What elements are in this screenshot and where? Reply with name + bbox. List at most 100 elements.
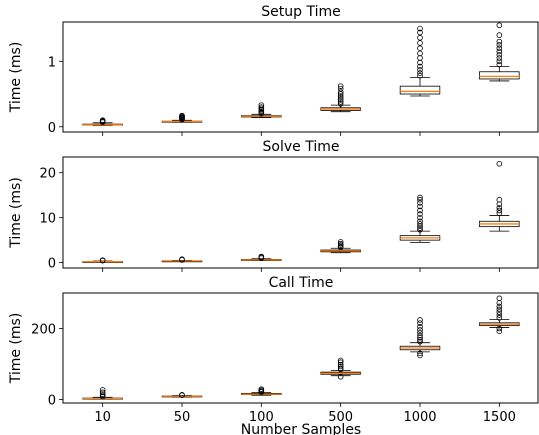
outlier-point <box>417 323 423 330</box>
box-10 <box>82 387 123 400</box>
outlier-point <box>417 327 423 333</box>
outlier-point <box>417 66 423 73</box>
outlier-point <box>179 256 185 263</box>
outlier-point <box>99 391 106 397</box>
outlier-point <box>417 337 423 343</box>
outlier-point <box>99 257 106 263</box>
outlier-point <box>496 201 503 207</box>
outlier-point <box>417 211 423 217</box>
axes-frame <box>62 21 539 133</box>
outlier-point <box>496 300 503 306</box>
outlier-point <box>258 386 265 392</box>
outlier-point <box>337 101 344 107</box>
outlier-point <box>417 200 423 206</box>
outlier-point <box>496 207 503 214</box>
outlier-point <box>496 303 503 310</box>
outlier-point <box>417 72 423 79</box>
outlier-point <box>337 357 344 364</box>
outlier-point <box>417 352 423 359</box>
y-tick-label: 20 <box>39 167 56 182</box>
outlier-point <box>417 214 423 221</box>
outlier-point <box>179 112 185 119</box>
box-1000 <box>399 25 441 97</box>
y-tick-label: 0 <box>48 257 56 272</box>
outlier-point <box>496 38 503 45</box>
outlier-point <box>496 51 503 58</box>
outlier-point <box>337 363 344 370</box>
x-tick-label: 1000 <box>403 410 436 425</box>
outlier-point <box>258 104 265 110</box>
y-tick-label: 0 <box>48 121 56 136</box>
outlier-point <box>496 22 503 29</box>
panel-2: Solve Time Time (ms) 0 10 20 <box>8 139 539 272</box>
outlier-point <box>496 48 503 55</box>
outlier-point <box>417 332 423 339</box>
outlier-point <box>417 194 423 201</box>
outlier-point <box>417 338 423 345</box>
outlier-point <box>417 70 423 76</box>
box-1500 <box>479 295 520 335</box>
outlier-point <box>417 227 423 233</box>
panel-title: Call Time <box>269 275 334 291</box>
outlier-point <box>417 218 423 225</box>
box-500 <box>320 357 361 380</box>
box-100 <box>241 253 282 261</box>
outlier-point <box>337 240 344 247</box>
outlier-point <box>417 203 423 210</box>
outlier-point <box>337 93 344 99</box>
outlier-point <box>417 221 423 227</box>
outlier-point <box>337 89 344 95</box>
y-axis-label: Time (ms) <box>8 42 24 114</box>
outlier-point <box>337 85 344 92</box>
outlier-point <box>496 210 503 216</box>
outlier-point <box>496 306 503 313</box>
box-1000 <box>399 317 441 359</box>
outlier-point <box>337 373 344 380</box>
x-tick-label: 500 <box>328 410 353 425</box>
outlier-point <box>337 97 344 103</box>
outlier-point <box>417 350 423 357</box>
outlier-point <box>417 207 423 214</box>
outlier-point <box>496 58 503 65</box>
y-tick-label: 0 <box>48 393 56 408</box>
outlier-point <box>417 320 423 326</box>
x-tick-label: 10 <box>94 410 111 425</box>
outlier-point <box>496 45 503 51</box>
axes-frame <box>62 292 539 404</box>
outlier-point <box>496 315 503 321</box>
outlier-point <box>417 63 423 70</box>
box-50 <box>161 392 203 398</box>
axes-frame <box>62 156 539 269</box>
outlier-point <box>337 361 344 368</box>
outlier-point <box>417 25 423 32</box>
outlier-point <box>417 329 423 336</box>
outlier-point <box>258 102 265 108</box>
outlier-point <box>496 61 503 68</box>
box-1500 <box>479 160 520 232</box>
outlier-point <box>496 55 503 61</box>
outlier-point <box>496 204 503 211</box>
x-tick-label: 1500 <box>483 410 516 425</box>
box-100 <box>241 102 282 118</box>
box-10 <box>82 117 123 126</box>
outlier-point <box>99 389 106 396</box>
outlier-point <box>496 295 503 302</box>
outlier-point <box>496 160 503 167</box>
y-tick-label: 1 <box>48 55 56 70</box>
outlier-point <box>496 42 503 48</box>
y-axis-label: Time (ms) <box>8 177 24 249</box>
panel-title: Solve Time <box>263 139 340 155</box>
box-500 <box>320 83 361 113</box>
outlier-point <box>337 359 344 365</box>
outlier-point <box>496 328 503 335</box>
x-axis-label: Number Samples <box>241 422 361 435</box>
outlier-point <box>337 365 344 372</box>
outlier-point <box>496 312 503 318</box>
outlier-point <box>417 55 423 61</box>
outlier-point <box>417 225 423 231</box>
box-50 <box>161 112 203 123</box>
box-500 <box>320 239 361 254</box>
outlier-point <box>417 196 423 203</box>
outlier-point <box>337 91 344 97</box>
